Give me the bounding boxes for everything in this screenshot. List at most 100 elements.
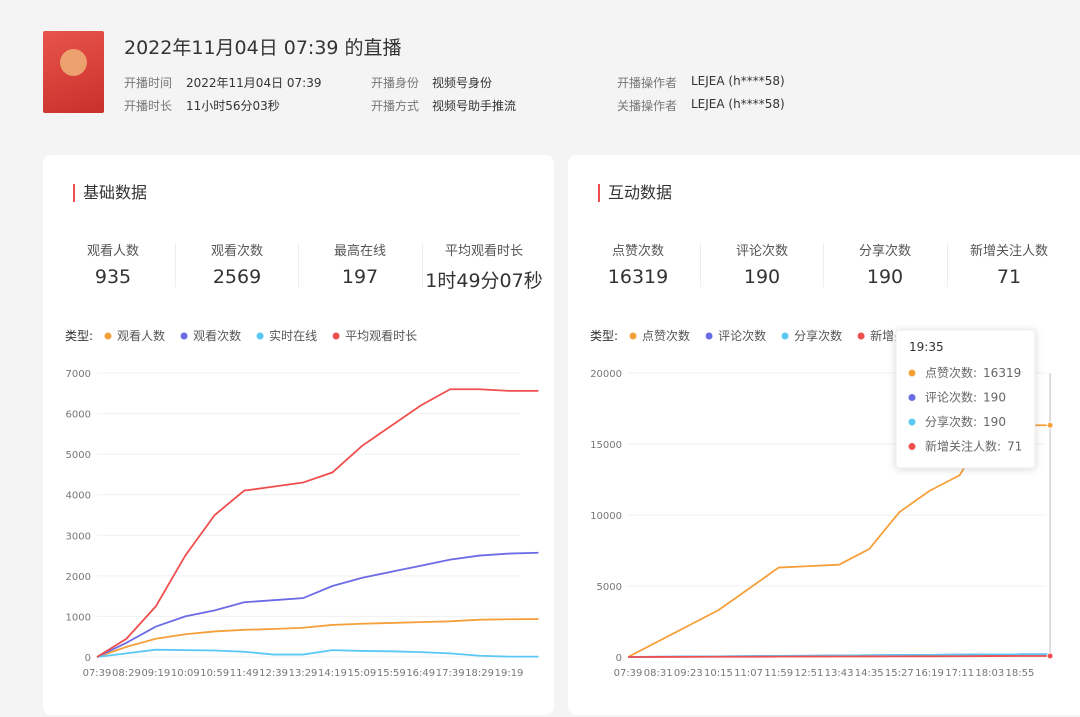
x-tick-label: 08:29 [112, 668, 141, 679]
legend-dot [781, 332, 789, 340]
x-tick-label: 07:39 [614, 668, 643, 679]
panel: 基础数据 观看人数 935 观看次数 2569 最高在线 197 平均观看时长 1时49分07秒 [43, 155, 554, 715]
legend-label: 实时在线 [269, 328, 317, 343]
legend-dot [705, 332, 713, 340]
stat-value: 71 [996, 266, 1022, 288]
x-tick-label: 11:49 [230, 668, 259, 679]
tooltip-value: 190 [983, 391, 1006, 405]
field-label: 开播时长 [124, 99, 173, 113]
tooltip: 19:35 点赞次数: 16319 评论次数: 190 分享次数: 190 新增关注人数: 71 [895, 329, 1036, 469]
field-value: 视频号身份 [432, 76, 493, 90]
legend-label: 平均观看时长 [345, 329, 417, 343]
y-tick-label: 0 [85, 653, 91, 664]
y-tick-label: 20000 [590, 369, 622, 380]
stat-value: 935 [94, 266, 132, 288]
legend-label: 观看次数 [193, 328, 241, 343]
divider [823, 243, 824, 287]
legend-label: 评论次数 [718, 328, 766, 343]
y-tick-label: 5000 [597, 582, 622, 593]
divider [700, 243, 701, 287]
y-tick-label: 2000 [66, 572, 91, 583]
x-tick-label: 10:15 [704, 668, 733, 679]
y-tick-label: 1000 [66, 612, 91, 623]
stat-label: 新增关注人数 [969, 244, 1049, 259]
tooltip-value: 16319 [983, 366, 1021, 380]
legend-dot [256, 332, 264, 340]
legend-title: 类型: [65, 329, 93, 343]
divider [422, 243, 423, 287]
legend-dot [629, 332, 637, 340]
y-tick-label: 0 [616, 653, 622, 664]
x-tick-label: 15:27 [885, 668, 914, 679]
tooltip-title: 19:35 [909, 340, 944, 354]
stat-value: 1时49分07秒 [425, 270, 543, 292]
x-tick-label: 17:11 [945, 668, 974, 679]
x-tick-label: 10:59 [200, 668, 229, 679]
tooltip-label: 分享次数: [925, 414, 977, 429]
x-tick-label: 13:29 [289, 668, 318, 679]
stat-label: 观看次数 [210, 244, 264, 259]
tooltip-label: 评论次数: [925, 390, 977, 405]
line [627, 655, 1051, 658]
stat-label: 分享次数 [858, 244, 912, 259]
legend-label: 点赞次数 [642, 328, 690, 343]
live-cover [43, 31, 104, 113]
field-label: 开播方式 [371, 99, 420, 113]
tooltip-box [895, 329, 1036, 469]
tooltip-dot [908, 369, 916, 377]
stat-label: 评论次数 [735, 244, 789, 259]
field-label: 开播身份 [371, 76, 420, 90]
field-value: LEJEA (h****58) [691, 74, 785, 88]
tooltip-label: 新增关注人数: [925, 439, 1001, 454]
panel-title: 互动数据 [598, 184, 672, 202]
x-tick-label: 10:09 [171, 668, 200, 679]
field-value: 2022年11月04日 07:39 [186, 76, 322, 90]
y-tick-label: 4000 [66, 491, 91, 502]
live-title: 2022年11月04日 07:39 的直播 [124, 37, 402, 59]
x-tick-label: 19:19 [495, 668, 524, 679]
x-tick-label: 11:59 [764, 668, 793, 679]
tooltip-value: 71 [1007, 440, 1022, 454]
y-tick-label: 7000 [66, 369, 91, 380]
field-value: LEJEA (h****58) [691, 97, 785, 111]
line [96, 551, 539, 658]
x-tick-label: 12:51 [794, 668, 823, 679]
line [96, 648, 539, 658]
field-value: 11小时56分03秒 [186, 99, 280, 113]
stat-label: 平均观看时长 [444, 244, 524, 259]
legend-label: 分享次数 [794, 328, 842, 343]
x-tick-label: 15:59 [377, 668, 406, 679]
legend-label: 观看人数 [117, 328, 165, 343]
stat-value: 16319 [607, 266, 669, 288]
y-tick-label: 6000 [66, 410, 91, 421]
stat-value: 2569 [212, 266, 262, 288]
legend-dot [104, 332, 112, 340]
field-label: 关播操作者 [617, 99, 678, 113]
line [96, 388, 539, 658]
tooltip-dot [908, 443, 916, 450]
line [96, 618, 539, 658]
field-value: 视频号助手推流 [432, 99, 517, 113]
divider [947, 243, 948, 287]
panel-title: 基础数据 [73, 184, 147, 202]
x-tick-label: 17:39 [436, 668, 465, 679]
x-tick-label: 07:39 [83, 668, 112, 679]
x-tick-label: 09:23 [674, 668, 703, 679]
y-tick-label: 5000 [66, 450, 91, 461]
x-tick-label: 14:35 [855, 668, 884, 679]
x-tick-label: 08:31 [644, 668, 673, 679]
x-tick-label: 09:19 [141, 668, 170, 679]
x-tick-label: 18:29 [465, 668, 494, 679]
x-tick-label: 18:55 [1006, 668, 1035, 679]
stat-label: 观看人数 [86, 244, 140, 259]
stat-label: 点赞次数 [611, 244, 665, 259]
divider [298, 243, 299, 287]
hover-dot [1046, 421, 1054, 429]
x-tick-label: 14:19 [318, 668, 347, 679]
legend-dot [180, 332, 188, 340]
stat-value: 190 [743, 266, 781, 288]
x-tick-label: 12:39 [259, 668, 288, 679]
y-tick-label: 3000 [66, 531, 91, 542]
